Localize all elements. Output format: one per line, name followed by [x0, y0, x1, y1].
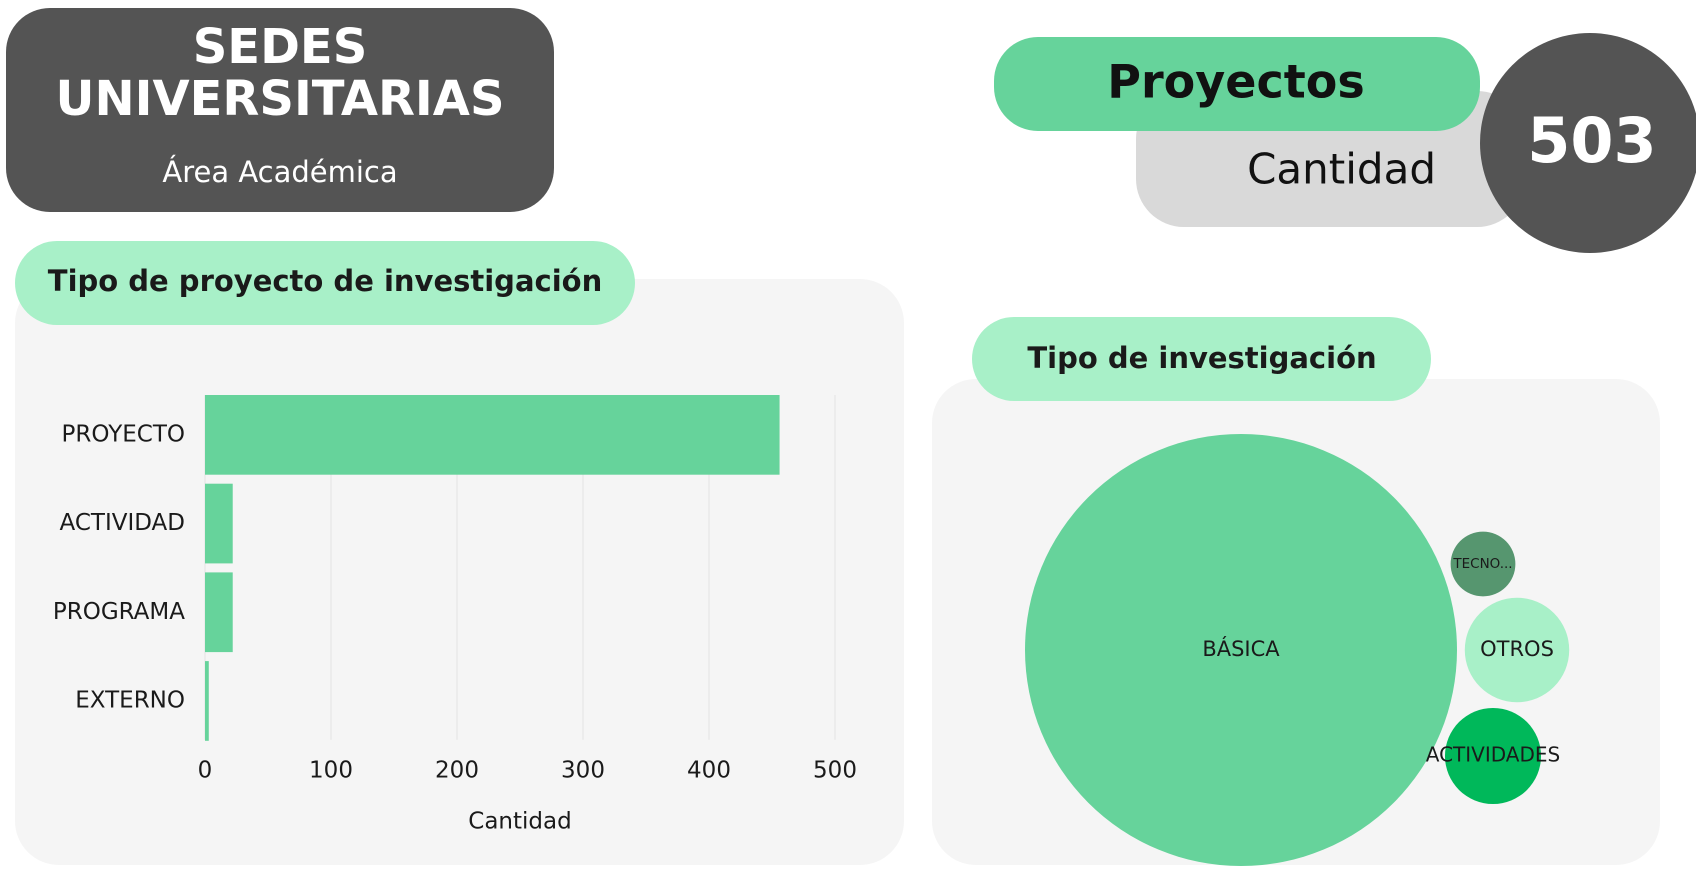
x-tick-label: 0 [198, 758, 213, 784]
kpi-value: 503 [1527, 104, 1656, 177]
bar [205, 395, 780, 475]
header-title: UNIVERSITARIAS [55, 71, 504, 127]
bubble-label: TECNO... [1452, 556, 1512, 572]
kpi-circle [1480, 33, 1696, 253]
header-subtitle: Área Académica [162, 155, 397, 189]
x-axis-label: Cantidad [468, 809, 571, 835]
bubble [1025, 434, 1457, 866]
bar [205, 483, 233, 564]
x-tick-label: 300 [561, 758, 605, 784]
bubble-label: OTROS [1480, 637, 1554, 661]
y-tick-label: PROGRAMA [53, 599, 185, 625]
y-tick-label: PROYECTO [62, 421, 186, 447]
bubble [1464, 597, 1570, 703]
kpi-label: Proyectos [1107, 55, 1364, 109]
bubble-label: BÁSICA [1202, 636, 1280, 661]
bubble [1444, 707, 1542, 805]
kpi-sublabel: Cantidad [1247, 145, 1436, 194]
bubble-label: ACTIVIDADES [1426, 743, 1560, 767]
x-tick-label: 400 [687, 758, 731, 784]
x-tick-label: 500 [813, 758, 857, 784]
y-tick-label: ACTIVIDAD [60, 510, 186, 536]
panel-title-box [15, 241, 635, 325]
panel-title-box [972, 317, 1431, 401]
header-box [6, 8, 554, 212]
x-tick-label: 100 [309, 758, 353, 784]
x-tick-label: 200 [435, 758, 479, 784]
bar [205, 572, 233, 653]
bubble [1450, 531, 1516, 597]
header-title: SEDES [193, 19, 368, 75]
chart-title: Tipo de proyecto de investigación [48, 264, 602, 298]
bar [205, 661, 209, 741]
y-tick-label: EXTERNO [75, 687, 185, 713]
kpi-label-box [994, 37, 1480, 131]
chart-title: Tipo de investigación [1027, 341, 1376, 375]
